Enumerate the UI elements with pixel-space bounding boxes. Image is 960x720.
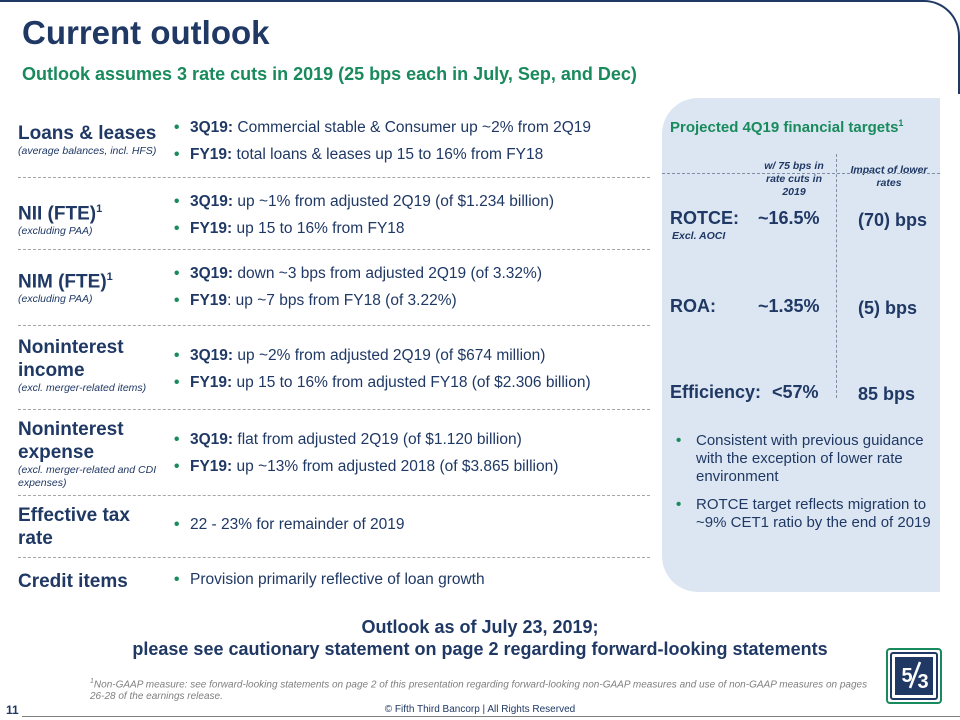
row-label: NII (FTE)1: [18, 203, 103, 225]
bullet-item: 22 - 23% for remainder of 2019: [172, 515, 650, 534]
bullet-item: 3Q19: Commercial stable & Consumer up ~2…: [172, 118, 650, 137]
copyright: © Fifth Third Bancorp | All Rights Reser…: [384, 704, 576, 715]
row-bullets: Provision primarily reflective of loan g…: [172, 570, 650, 597]
metric-impact-roa: (5) bps: [858, 298, 918, 318]
page-subtitle: Outlook assumes 3 rate cuts in 2019 (25 …: [22, 64, 637, 84]
panel-divider: [662, 173, 940, 174]
row-bullets: 22 - 23% for remainder of 2019: [172, 515, 650, 542]
page-title: Current outlook: [22, 14, 270, 51]
row-sublabel: (average balances, incl. HFS): [18, 145, 157, 157]
column-divider: [836, 154, 837, 398]
page-number: 11: [6, 703, 19, 717]
row-sublabel: (excl. merger-related and CDI expenses): [18, 464, 157, 489]
outlook-line-1: Outlook as of July 23, 2019;: [361, 617, 599, 637]
bullet-item: 3Q19: up ~2% from adjusted 2Q19 (of $674…: [172, 346, 650, 365]
row-label-block: Noninterest income (excl. merger-related…: [18, 336, 166, 395]
outlook-line-2: please see cautionary statement on page …: [132, 639, 828, 659]
metric-value-efficiency: <57%: [772, 382, 819, 402]
row-label: Credit items: [18, 571, 128, 592]
row-bullets: 3Q19: up ~2% from adjusted 2Q19 (of $674…: [172, 346, 650, 400]
fifth-third-logo-icon: 5 3: [886, 648, 942, 704]
row-label-block: Credit items: [18, 570, 166, 593]
column-header-rate-cuts: w/ 75 bps in rate cuts in 2019: [764, 160, 824, 198]
row-credit-items: Credit items Provision primarily reflect…: [18, 558, 650, 598]
panel-title: Projected 4Q19 financial targets1: [670, 118, 904, 136]
bullet-item: FY19: up 15 to 16% from adjusted FY18 (o…: [172, 373, 650, 392]
row-nii: NII (FTE)1 (excluding PAA) 3Q19: up ~1% …: [18, 178, 650, 250]
row-label: Effective tax rate: [18, 505, 130, 549]
bullet-item: Provision primarily reflective of loan g…: [172, 570, 650, 589]
row-label-block: Loans & leases (average balances, incl. …: [18, 122, 166, 158]
bullet-item: FY19: up ~7 bps from FY18 (of 3.22%): [172, 291, 650, 310]
bullet-item: 3Q19: down ~3 bps from adjusted 2Q19 (of…: [172, 264, 650, 283]
row-effective-tax-rate: Effective tax rate 22 - 23% for remainde…: [18, 496, 650, 558]
metric-impact-efficiency: 85 bps: [858, 384, 916, 404]
panel-notes: Consistent with previous guidance with t…: [674, 432, 932, 542]
row-label: Noninterest income: [18, 337, 124, 381]
row-bullets: 3Q19: up ~1% from adjusted 2Q19 (of $1.2…: [172, 192, 650, 246]
targets-panel: Projected 4Q19 financial targets1 w/ 75 …: [662, 98, 940, 592]
row-label-block: Effective tax rate: [18, 504, 166, 550]
metric-name-roa: ROA:: [670, 296, 716, 316]
footnote: 1Non-GAAP measure: see forward-looking s…: [90, 678, 868, 703]
row-noninterest-income: Noninterest income (excl. merger-related…: [18, 326, 650, 410]
svg-text:5: 5: [901, 665, 912, 687]
bullet-item: 3Q19: up ~1% from adjusted 2Q19 (of $1.2…: [172, 192, 650, 211]
row-nim: NIM (FTE)1 (excluding PAA) 3Q19: down ~3…: [18, 250, 650, 326]
row-bullets: 3Q19: down ~3 bps from adjusted 2Q19 (of…: [172, 264, 650, 318]
row-sublabel: (excluding PAA): [18, 225, 93, 238]
row-label: Loans & leases: [18, 123, 157, 144]
panel-note-item: Consistent with previous guidance with t…: [674, 432, 932, 486]
column-header-impact: Impact of lower rates: [850, 164, 928, 189]
row-sublabel: (excluding PAA): [18, 293, 93, 306]
bullet-item: 3Q19: flat from adjusted 2Q19 (of $1.120…: [172, 430, 650, 449]
row-label: Noninterest expense: [18, 419, 124, 463]
bullet-item: FY19: total loans & leases up 15 to 16% …: [172, 145, 650, 164]
metric-sub-rotce: Excl. AOCI: [672, 230, 726, 242]
bullet-item: FY19: up ~13% from adjusted 2018 (of $3.…: [172, 457, 650, 476]
bullet-item: FY19: up 15 to 16% from FY18: [172, 219, 650, 238]
outlook-table: Loans & leases (average balances, incl. …: [18, 108, 650, 598]
outlook-statement: Outlook as of July 23, 2019; please see …: [60, 616, 900, 660]
row-bullets: 3Q19: Commercial stable & Consumer up ~2…: [172, 118, 650, 172]
footer-divider: [22, 716, 960, 717]
metric-value-rotce: ~16.5%: [758, 208, 820, 228]
svg-text:3: 3: [917, 671, 928, 693]
row-label-block: NII (FTE)1 (excluding PAA): [18, 198, 166, 238]
row-label-block: NIM (FTE)1 (excluding PAA): [18, 266, 166, 306]
row-bullets: 3Q19: flat from adjusted 2Q19 (of $1.120…: [172, 430, 650, 484]
row-loans-leases: Loans & leases (average balances, incl. …: [18, 108, 650, 178]
row-noninterest-expense: Noninterest expense (excl. merger-relate…: [18, 410, 650, 496]
row-label: NIM (FTE)1: [18, 271, 113, 293]
panel-note-item: ROTCE target reflects migration to ~9% C…: [674, 496, 932, 532]
metric-value-roa: ~1.35%: [758, 296, 820, 316]
row-label-block: Noninterest expense (excl. merger-relate…: [18, 418, 166, 490]
metric-name-efficiency: Efficiency:: [670, 382, 762, 402]
metric-impact-rotce: (70) bps: [858, 210, 928, 230]
row-sublabel: (excl. merger-related items): [18, 382, 147, 394]
header-frame: [0, 0, 960, 94]
metric-name-rotce: ROTCE:: [670, 208, 739, 228]
